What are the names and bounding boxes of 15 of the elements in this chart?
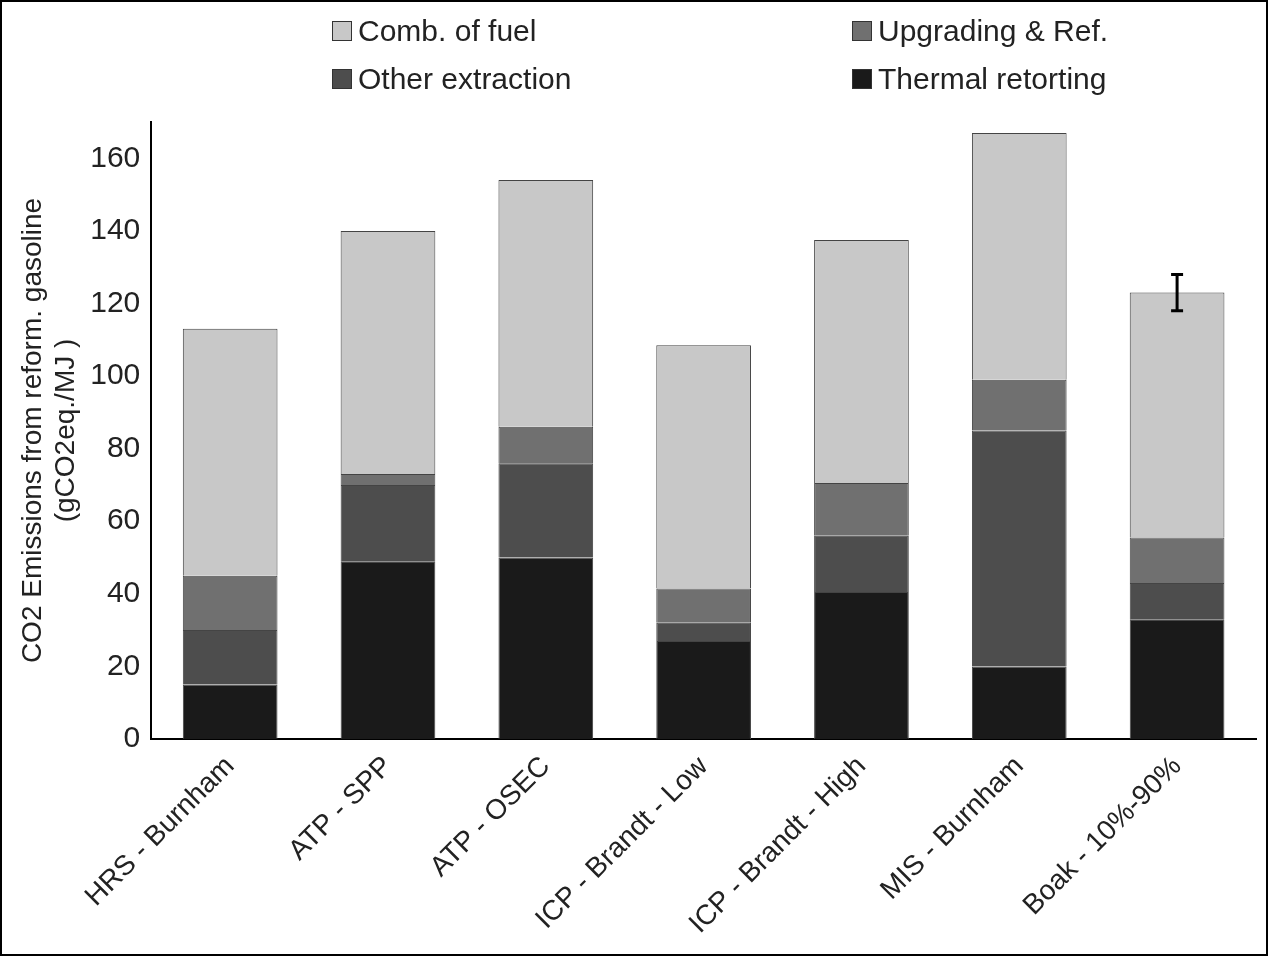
y-tick-label: 140 [90,212,141,246]
y-tick-label: 80 [106,429,141,463]
y-tick-label: 120 [90,284,141,318]
y-tick-label: 20 [106,647,141,681]
x-tick-label: ATP - SPP [281,749,398,866]
legend-label: Upgrading & Ref. [878,14,1109,48]
legend-label: Thermal retorting [878,62,1107,96]
y-tick-label: 160 [90,139,141,173]
y-tick-label: 40 [106,575,141,609]
legend-label: Comb. of fuel [358,14,537,48]
y-tick-label: 100 [90,357,141,391]
legend-label: Other extraction [358,62,572,96]
y-tick-label: 60 [106,502,141,536]
y-tick-label: 0 [123,720,141,754]
y-axis-title: CO2 Emissions from reform. gasoline (gCO2eq./MJ ) [15,197,81,664]
